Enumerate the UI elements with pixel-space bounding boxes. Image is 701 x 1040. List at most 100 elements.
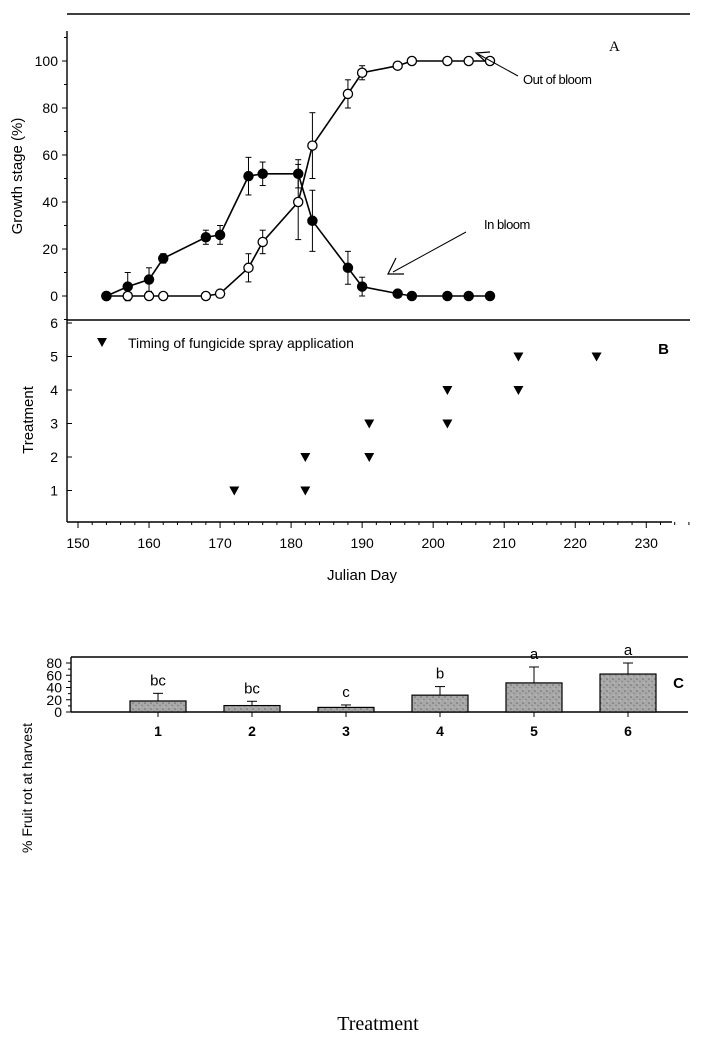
spray-timing-marker <box>300 486 311 496</box>
panel-c-y-tick-label: 20 <box>46 692 62 708</box>
panel-b-y-tick-label: 3 <box>50 416 58 432</box>
spray-timing-marker <box>442 386 453 395</box>
panel-c-category-label: 4 <box>436 723 444 739</box>
spray-timing-marker <box>229 486 240 496</box>
panel-b-x-tick-label: 210 <box>493 535 517 551</box>
panel-b-x-tick-label: 170 <box>208 535 232 551</box>
panel-b-x-tick-label: 190 <box>350 535 374 551</box>
panel-a-y-tick-label: 0 <box>50 288 58 304</box>
significance-letter: a <box>530 646 539 663</box>
panel-c-y-label: % Fruit rot at harvest <box>19 723 35 853</box>
panel-b-x-tick-label: 220 <box>564 535 588 551</box>
in-bloom-point <box>214 229 226 241</box>
in-bloom-point <box>122 281 133 292</box>
panel-a-label: A <box>609 39 620 55</box>
panel-c-y-tick-label: 80 <box>46 655 62 671</box>
in-bloom-point <box>342 262 354 274</box>
panel-c-y-tick-label: 0 <box>54 704 62 720</box>
panel-b-x-tick-label: 150 <box>66 535 90 551</box>
out-of-bloom-annotation: Out of bloom <box>523 72 591 87</box>
in-bloom-point <box>307 215 318 227</box>
significance-letter: a <box>624 642 633 659</box>
in-bloom-point <box>200 231 212 243</box>
panel-b: 1 2 3 4 5 6 150 160 170 180 190 200 210 220 230 Treat… <box>20 315 690 584</box>
panel-b-label: B <box>658 341 669 358</box>
out-of-bloom-point <box>257 236 268 248</box>
panel-a-y-tick-label: 20 <box>42 241 58 257</box>
panel-b-x-ticks: 150 160 170 180 190 200 210 220 230 <box>66 522 690 551</box>
panel-b-y-tick-label: 6 <box>50 315 58 331</box>
in-bloom-point <box>101 290 112 302</box>
panel-a-y-ticks: 0 20 40 60 80 100 <box>35 37 67 320</box>
spray-timing-marker <box>513 352 524 362</box>
spray-timing-marker <box>300 453 311 462</box>
panel-c-y-tick-label: 60 <box>46 667 62 683</box>
spray-timing-marker <box>513 386 524 395</box>
out-of-bloom-point <box>463 55 474 67</box>
bar-treatment-2 <box>223 704 281 713</box>
panel-b-x-tick-label: 160 <box>137 535 161 551</box>
panel-a-y-tick-label: 40 <box>42 194 58 210</box>
bar-treatment-1 <box>129 700 187 713</box>
panel-b-y-tick-label: 2 <box>50 449 58 465</box>
panel-b-x-tick-label: 230 <box>635 535 659 551</box>
panel-c-label: C <box>673 675 684 692</box>
out-of-bloom-point <box>243 262 254 274</box>
spray-timing-marker <box>364 419 375 429</box>
panel-c-bars: bc 1 bc 2 c 3 b 4 a 5 a 6 <box>129 642 657 739</box>
out-of-bloom-point <box>157 290 169 302</box>
panel-a-y-tick-label: 100 <box>35 53 59 69</box>
out-of-bloom-point <box>342 88 354 100</box>
out-of-bloom-point <box>307 140 318 151</box>
significance-letter: c <box>342 684 350 701</box>
in-bloom-point <box>484 290 496 302</box>
out-of-bloom-point <box>200 290 212 302</box>
panel-a-y-tick-label: 60 <box>42 147 58 163</box>
out-of-bloom-arrow <box>474 51 519 77</box>
bar-treatment-5 <box>505 682 563 713</box>
out-of-bloom-point <box>406 55 418 67</box>
panel-b-x-tick-label: 200 <box>421 535 445 551</box>
panel-b-y-tick-label: 5 <box>50 349 58 365</box>
panel-b-y-label: Treatment <box>20 385 37 454</box>
panel-b-points <box>229 352 602 496</box>
panel-c-category-label: 2 <box>248 723 256 739</box>
in-bloom-point <box>257 168 268 180</box>
out-of-bloom-point <box>214 288 226 299</box>
in-bloom-point <box>157 253 169 264</box>
panel-b-y-tick-label: 1 <box>50 483 58 499</box>
bar-treatment-3 <box>317 706 375 713</box>
in-bloom-point <box>356 281 368 292</box>
in-bloom-arrow <box>387 231 467 275</box>
spray-timing-marker <box>591 352 602 362</box>
panel-a: 0 20 40 60 80 100 Growth stage (%) A Out of b… <box>9 13 690 321</box>
significance-letter: b <box>436 666 444 683</box>
panel-c-category-label: 5 <box>530 723 538 739</box>
panel-c-x-label: Treatment <box>337 1013 419 1035</box>
out-of-bloom-point <box>442 55 453 67</box>
panel-c-y-tick-label: 40 <box>46 680 62 696</box>
in-bloom-point <box>292 168 304 180</box>
spray-timing-marker <box>442 419 453 429</box>
out-of-bloom-point <box>356 67 368 79</box>
bar-treatment-4 <box>411 694 469 713</box>
in-bloom-point <box>406 290 418 302</box>
panel-b-y-ticks: 1 2 3 4 5 6 <box>50 315 72 499</box>
legend-triangle-icon <box>97 338 107 347</box>
spray-timing-marker <box>364 453 375 462</box>
panel-a-y-label: Growth stage (%) <box>9 118 26 235</box>
panel-b-legend-text: Timing of fungicide spray application <box>128 335 354 351</box>
bar-treatment-6 <box>599 673 657 713</box>
out-of-bloom-point <box>292 196 304 208</box>
in-bloom-annotation: In bloom <box>484 217 530 232</box>
panel-b-y-tick-label: 4 <box>50 382 58 398</box>
out-of-bloom-point <box>392 60 403 71</box>
in-bloom-point <box>243 170 254 182</box>
out-of-bloom-point <box>143 290 155 302</box>
panel-b-x-tick-label: 180 <box>279 535 303 551</box>
in-bloom-point <box>143 274 155 285</box>
panel-a-y-tick-label: 80 <box>42 100 58 116</box>
